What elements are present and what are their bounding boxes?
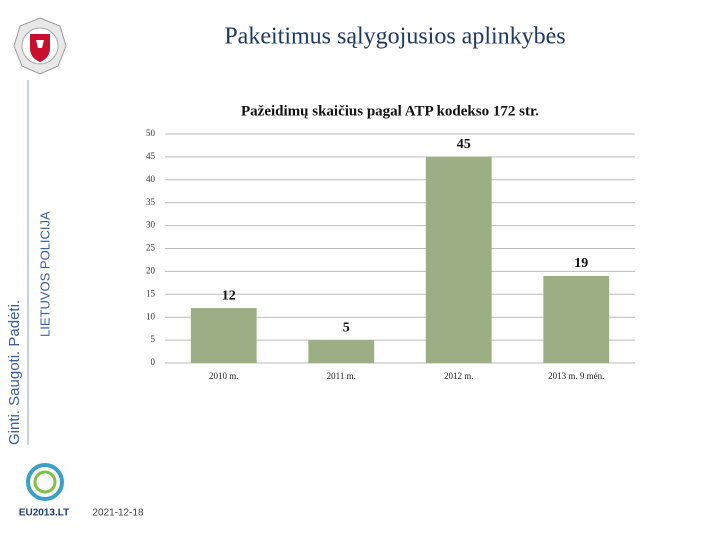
data-label: 19 [574,256,588,271]
data-label: 45 [457,137,471,152]
y-tick-label: 45 [146,151,156,161]
y-tick-label: 40 [146,174,156,184]
data-label: 12 [222,288,236,303]
police-emblem [13,17,67,75]
x-tick-label: 2012 m. [444,371,474,381]
bar [308,340,375,363]
motto: Ginti. Saugoti. Padėti. [6,300,23,445]
plot: 0 5 10 15 20 25 30 35 40 45 50 2010 m. 12 2011 m. 5 201… [146,128,635,381]
logo-text: EU2013.LT [19,508,69,519]
x-tick-label: 2010 m. [209,371,239,381]
y-tick-label: 5 [151,334,156,344]
x-tick-label: 2011 m. [327,371,356,381]
slide-title: Pakeitimus sąlygojusios aplinkybės [224,24,565,50]
y-tick-label: 35 [146,197,156,207]
x-tick-label: 2013 m. 9 mėn. [548,371,604,381]
y-tick-label: 15 [146,288,156,298]
eu-logo [26,463,64,501]
chart-title: Pažeidimų skaičius pagal ATP kodekso 172… [241,103,539,119]
data-label: 5 [343,320,350,335]
y-tick-label: 30 [146,220,156,230]
y-tick-label: 25 [146,243,156,253]
y-tick-label: 20 [146,265,156,275]
y-tick-label: 10 [146,311,156,321]
bar [425,156,492,363]
date: 2021-12-18 [92,508,144,519]
bar [543,275,610,363]
organization: LIETUVOS POLICIJA [37,211,52,337]
y-tick-label: 50 [146,128,156,138]
bar [190,308,257,363]
y-tick-label: 0 [151,357,156,367]
